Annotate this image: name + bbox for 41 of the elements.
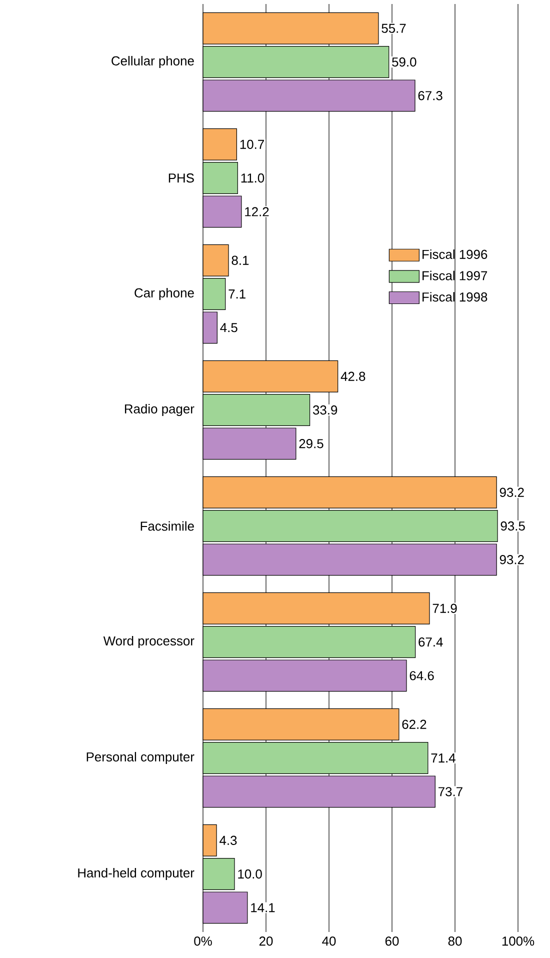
y-tick-label: PHS — [168, 173, 194, 183]
y-tick-label: Cellular phone — [112, 56, 194, 68]
data-label: 14.1 — [251, 903, 275, 912]
x-tick-label: 20 — [259, 936, 273, 946]
data-label: 62.2 — [402, 720, 426, 729]
legend-label: Fiscal 1996 — [422, 249, 488, 259]
data-label: 12.2 — [245, 207, 269, 216]
data-label: 67.3 — [418, 91, 442, 100]
legend-label: Fiscal 1997 — [422, 270, 488, 280]
x-tick-label: 100% — [502, 936, 534, 946]
y-tick-label: Facsimile — [140, 521, 194, 531]
data-label: 11.0 — [241, 173, 264, 183]
data-label: 7.1 — [228, 290, 246, 298]
data-label: 42.8 — [340, 372, 366, 381]
data-label: 4.3 — [220, 836, 237, 845]
data-label: 71.4 — [431, 754, 456, 762]
x-tick-label: 80 — [448, 936, 462, 946]
data-label: 33.9 — [312, 405, 338, 415]
data-label: 29.5 — [299, 439, 324, 448]
data-label: 10.7 — [240, 140, 264, 149]
x-tick-label: 40 — [322, 936, 336, 946]
y-tick-label: Word processor — [103, 636, 194, 648]
data-label: 10.0 — [238, 869, 262, 879]
x-tick-label: 60 — [385, 936, 399, 946]
legend-label: Fiscal 1998 — [422, 292, 488, 302]
data-label: 71.9 — [432, 604, 457, 613]
y-tick-label: Hand-held computer — [78, 868, 194, 880]
data-label: 93.2 — [500, 488, 524, 497]
data-label: 73.7 — [438, 787, 462, 796]
data-label: 8.1 — [232, 256, 249, 265]
y-tick-label: Car phone — [134, 288, 194, 300]
data-label: 55.7 — [382, 24, 406, 33]
x-tick-label: 0% — [194, 936, 212, 946]
data-label: 4.5 — [220, 323, 238, 332]
data-label: 93.2 — [500, 555, 524, 564]
data-label: 59.0 — [392, 57, 416, 67]
data-label: 67.4 — [418, 637, 443, 647]
data-label: 64.6 — [410, 671, 434, 680]
y-tick-label: Radio pager — [124, 404, 194, 416]
y-tick-label: Personal computer — [86, 752, 194, 764]
data-label: 93.5 — [500, 521, 525, 531]
